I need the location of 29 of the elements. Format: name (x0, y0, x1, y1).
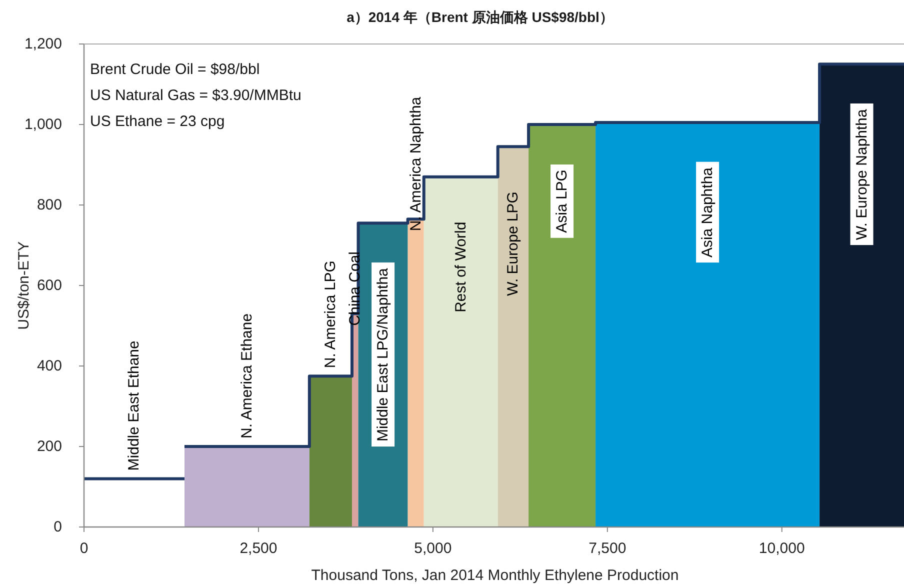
text: N. America Naphtha (407, 96, 424, 232)
series-label: W. Europe LPG (504, 192, 522, 296)
x-axis-title: Thousand Tons, Jan 2014 Monthly Ethylene Production (311, 567, 679, 584)
text: China Coal (346, 251, 364, 326)
x-tick-label: 2,500 (240, 540, 278, 557)
text: N. America LPG (322, 260, 340, 368)
series-label: W. Europe Naphtha (853, 108, 870, 240)
annotation: US Natural Gas = $3.90/MMBtu (90, 87, 302, 104)
series-label: Asia Naphtha (699, 166, 716, 258)
y-tick-label: 0 (54, 518, 62, 536)
x-tick-label: 10,000 (758, 540, 805, 557)
y-tick-label: 1,000 (24, 116, 62, 133)
y-tick-label: 600 (36, 277, 62, 294)
annotation: US Ethane = 23 cpg (90, 113, 225, 130)
text: Middle East Ethane (126, 340, 143, 471)
y-axis-title: US$/ton-ETY (16, 241, 32, 330)
annotation: Brent Crude Oil = $98/bbl (90, 61, 260, 78)
text: N. America Ethane (238, 313, 256, 438)
y-tick-label: 200 (36, 438, 62, 455)
y-tick-label: 400 (36, 358, 62, 374)
x-tick-label: 7,500 (588, 540, 626, 557)
chart-title: a）2014 年（Brent 原油価格 US$98/bbl） (346, 9, 614, 25)
x-tick-label: 0 (80, 540, 88, 557)
y-tick-label: 800 (36, 196, 62, 214)
series-label: Rest of World (452, 222, 470, 312)
x-tick-label: 5,000 (414, 540, 452, 557)
y-tick-label: 1,200 (24, 36, 62, 52)
series-label: Middle East LPG/Naphtha (374, 267, 392, 442)
series-label: Asia LPG (554, 170, 571, 233)
